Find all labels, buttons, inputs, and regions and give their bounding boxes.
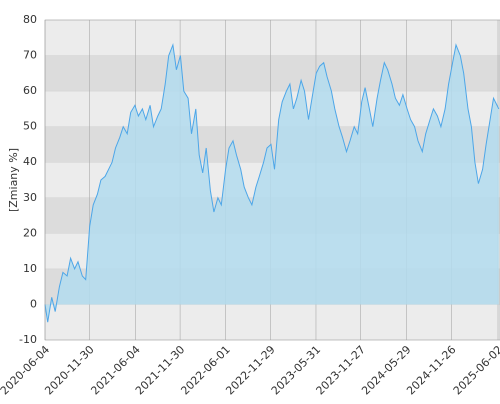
grid-band [45,91,500,127]
y-tick-label: 60 [23,84,37,97]
grid-band [45,55,500,92]
plot-frame [44,19,500,341]
area-fill [45,44,499,323]
line [44,42,500,323]
x-tick-label: 2025-06-02 [451,343,500,397]
y-tick-label: 30 [23,191,37,204]
y-tick-label: 50 [23,120,37,133]
y-tick-label: 0 [30,297,37,310]
y-tick-label: -10 [19,333,37,346]
y-axis-label: [Zmiany %] [7,148,20,212]
grid-band [45,20,500,56]
y-tick-label: 70 [23,49,37,62]
y-tick-label: 40 [23,155,37,168]
y-tick-label: 80 [23,13,37,26]
y-tick-label: 20 [23,226,37,239]
y-tick-label: 10 [23,262,37,275]
grid-band [45,304,500,340]
